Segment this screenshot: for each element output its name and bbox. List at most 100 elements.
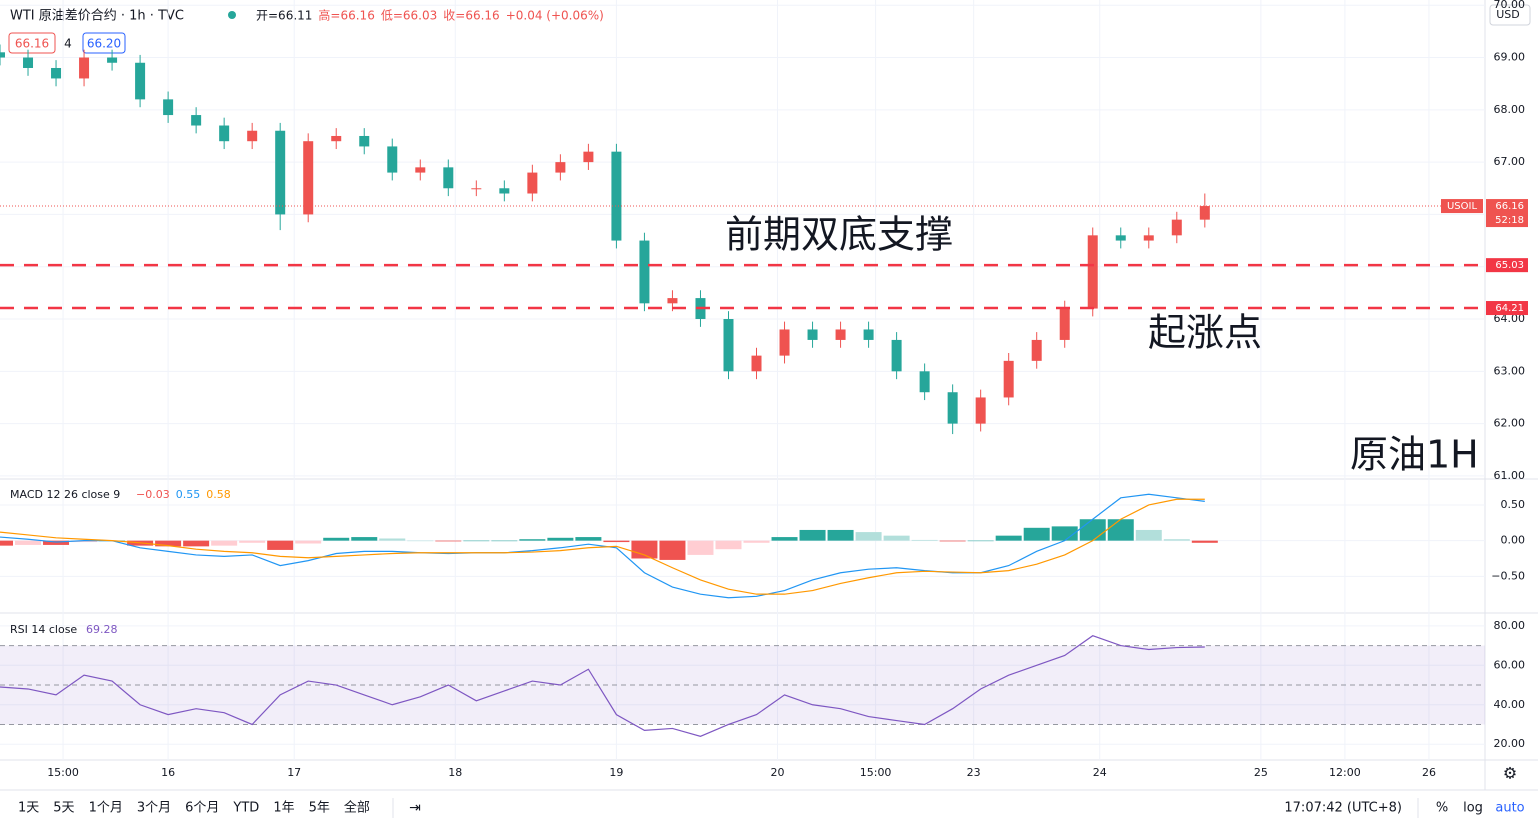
candle-body bbox=[443, 167, 454, 189]
range-button[interactable]: 1个月 bbox=[89, 801, 123, 816]
legend-value: −0.03 bbox=[136, 488, 170, 501]
histogram-bar bbox=[435, 540, 462, 542]
ohlc-value: 低=66.03 bbox=[381, 9, 437, 23]
annotation: 前期双底支撑 bbox=[725, 213, 953, 257]
legend-value: 69.28 bbox=[86, 623, 118, 636]
range-button[interactable]: 1年 bbox=[273, 801, 294, 816]
candle-body bbox=[1199, 206, 1210, 220]
x-tick-label: 17 bbox=[287, 766, 301, 779]
histogram-bar bbox=[1163, 539, 1190, 541]
scale-option[interactable]: auto bbox=[1495, 801, 1524, 816]
y-tick-label: 0.50 bbox=[1501, 498, 1526, 511]
candle-body bbox=[919, 371, 930, 393]
x-tick-label: 24 bbox=[1093, 766, 1107, 779]
scale-option[interactable]: % bbox=[1436, 801, 1448, 816]
candle-body bbox=[107, 57, 118, 63]
histogram-bar bbox=[71, 540, 98, 543]
scale-option[interactable]: log bbox=[1463, 801, 1483, 816]
goto-icon[interactable]: ⇥ bbox=[409, 800, 421, 816]
bid: 66.16 bbox=[15, 37, 49, 51]
candle-body bbox=[0, 52, 5, 58]
level-label: 65.03 bbox=[1495, 260, 1524, 271]
histogram-bar bbox=[379, 538, 406, 541]
range-button[interactable]: 5年 bbox=[309, 801, 330, 816]
ohlc-value: 高=66.16 bbox=[318, 8, 374, 23]
candle-body bbox=[1143, 235, 1154, 241]
histogram-bar bbox=[155, 540, 182, 547]
candle-body bbox=[555, 162, 566, 173]
range-button[interactable]: 5天 bbox=[53, 801, 74, 816]
y-tick-label: 67.00 bbox=[1494, 155, 1526, 168]
y-tick-label: 63.00 bbox=[1494, 364, 1526, 377]
histogram-bar bbox=[267, 540, 294, 550]
currency-button[interactable] bbox=[1489, 4, 1531, 26]
histogram-bar bbox=[1023, 527, 1050, 541]
price-tag bbox=[1486, 199, 1528, 228]
histogram-bar bbox=[911, 539, 938, 541]
histogram-bar bbox=[351, 537, 378, 541]
bid-box bbox=[8, 32, 56, 54]
histogram-bar bbox=[855, 532, 882, 541]
y-tick-label: 20.00 bbox=[1494, 737, 1526, 750]
histogram-bar bbox=[463, 540, 490, 542]
pane-title: RSI 14 close bbox=[10, 623, 77, 636]
histogram-bar bbox=[183, 540, 210, 547]
candle-body bbox=[275, 130, 286, 215]
currency[interactable]: USD bbox=[1496, 8, 1520, 21]
histogram-bar bbox=[519, 539, 546, 541]
range-button[interactable]: YTD bbox=[232, 801, 259, 816]
candle-body bbox=[863, 329, 874, 340]
x-tick-label: 23 bbox=[967, 766, 981, 779]
candle-body bbox=[1171, 219, 1182, 236]
histogram-bar bbox=[239, 540, 266, 543]
y-tick-label: 0.00 bbox=[1501, 534, 1526, 547]
histogram-bar bbox=[995, 535, 1022, 541]
y-tick-label: 80.00 bbox=[1494, 619, 1526, 632]
y-tick-label: 70.00 bbox=[1494, 0, 1526, 11]
candle-body bbox=[751, 355, 762, 372]
settings-icon[interactable]: ⚙ bbox=[1503, 764, 1517, 783]
symbol: WTI 原油差价合约 · 1h · TVC bbox=[10, 9, 184, 24]
range-button[interactable]: 全部 bbox=[344, 800, 370, 816]
candle-body bbox=[891, 339, 902, 372]
countdown: 52:18 bbox=[1495, 215, 1524, 226]
level-tag bbox=[1486, 301, 1528, 316]
histogram-bar bbox=[687, 540, 714, 555]
x-tick-label: 15:00 bbox=[47, 766, 79, 779]
histogram-bar bbox=[827, 529, 854, 541]
x-tick-label: 19 bbox=[609, 766, 623, 779]
level-label: 64.21 bbox=[1495, 303, 1524, 314]
range-button[interactable]: 1天 bbox=[18, 801, 39, 816]
ask: 66.20 bbox=[87, 37, 121, 51]
histogram-bar bbox=[1135, 529, 1162, 541]
candle-body bbox=[835, 329, 846, 340]
candle-body bbox=[975, 397, 986, 424]
candle-body bbox=[219, 125, 230, 142]
histogram-bar bbox=[407, 540, 434, 542]
histogram-bar bbox=[883, 535, 910, 541]
symbol-tag: USOIL bbox=[1447, 201, 1477, 212]
histogram-bar bbox=[715, 540, 742, 550]
histogram-bar bbox=[771, 537, 798, 541]
legend-value: 0.55 bbox=[176, 488, 201, 501]
pane-title: MACD 12 26 close 9 bbox=[10, 488, 120, 501]
range-button[interactable]: 6个月 bbox=[185, 801, 219, 816]
range-button[interactable]: 3个月 bbox=[137, 801, 171, 816]
candle-body bbox=[583, 151, 594, 163]
histogram-bar bbox=[631, 540, 658, 559]
x-tick-label: 25 bbox=[1254, 766, 1268, 779]
histogram-bar bbox=[323, 537, 350, 541]
ohlc-value: +0.04 (+0.06%) bbox=[506, 9, 604, 23]
y-tick-label: 64.00 bbox=[1494, 312, 1526, 325]
x-tick-label: 16 bbox=[161, 766, 175, 779]
histogram-bar bbox=[15, 540, 42, 545]
histogram-bar bbox=[295, 540, 322, 544]
candle-body bbox=[779, 329, 790, 356]
candle-body bbox=[1003, 360, 1014, 398]
candle-body bbox=[639, 240, 650, 304]
y-tick-label: 69.00 bbox=[1494, 51, 1526, 64]
histogram-bar bbox=[43, 540, 70, 545]
candle-body bbox=[1059, 308, 1070, 340]
candle-body bbox=[499, 188, 510, 194]
